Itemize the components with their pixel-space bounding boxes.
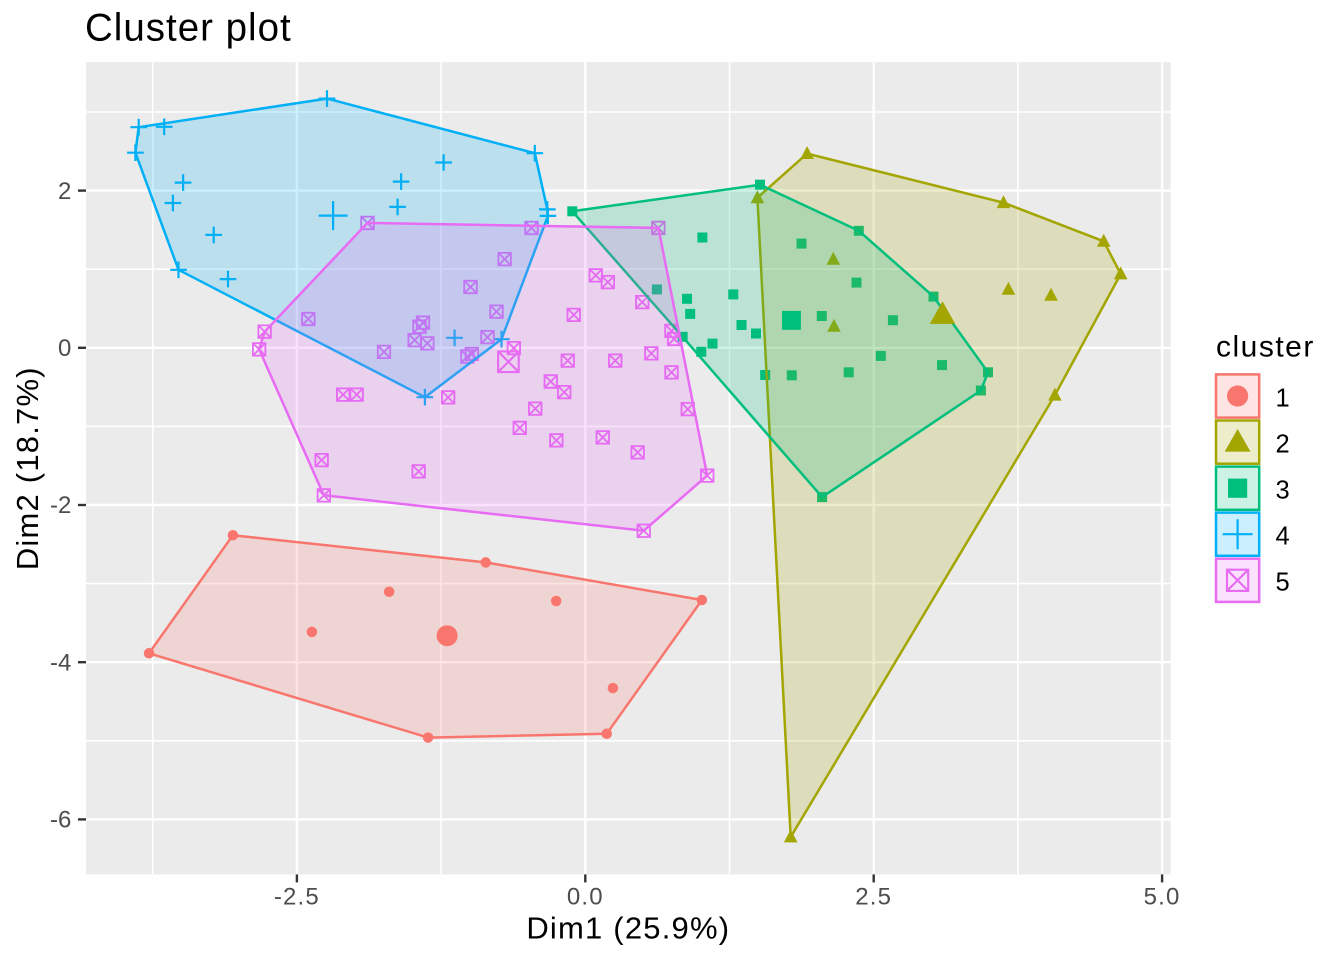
svg-text:0: 0: [58, 335, 71, 362]
svg-text:cluster: cluster: [1216, 331, 1315, 364]
svg-text:2: 2: [58, 178, 71, 205]
svg-text:0.0: 0.0: [567, 883, 604, 910]
svg-text:3: 3: [1276, 477, 1290, 505]
svg-text:Dim1 (25.9%): Dim1 (25.9%): [526, 910, 730, 945]
svg-text:5.0: 5.0: [1144, 883, 1181, 910]
svg-text:2.5: 2.5: [855, 883, 892, 910]
svg-text:1: 1: [1276, 384, 1290, 412]
svg-text:Cluster plot: Cluster plot: [85, 7, 292, 50]
svg-text:-2: -2: [50, 492, 71, 519]
svg-text:2: 2: [1276, 430, 1290, 458]
svg-text:-4: -4: [50, 649, 71, 676]
svg-text:Dim2 (18.7%): Dim2 (18.7%): [10, 366, 45, 570]
svg-text:4: 4: [1276, 523, 1290, 551]
svg-text:5: 5: [1276, 569, 1290, 597]
svg-text:-6: -6: [50, 807, 71, 834]
svg-text:-2.5: -2.5: [274, 883, 320, 910]
